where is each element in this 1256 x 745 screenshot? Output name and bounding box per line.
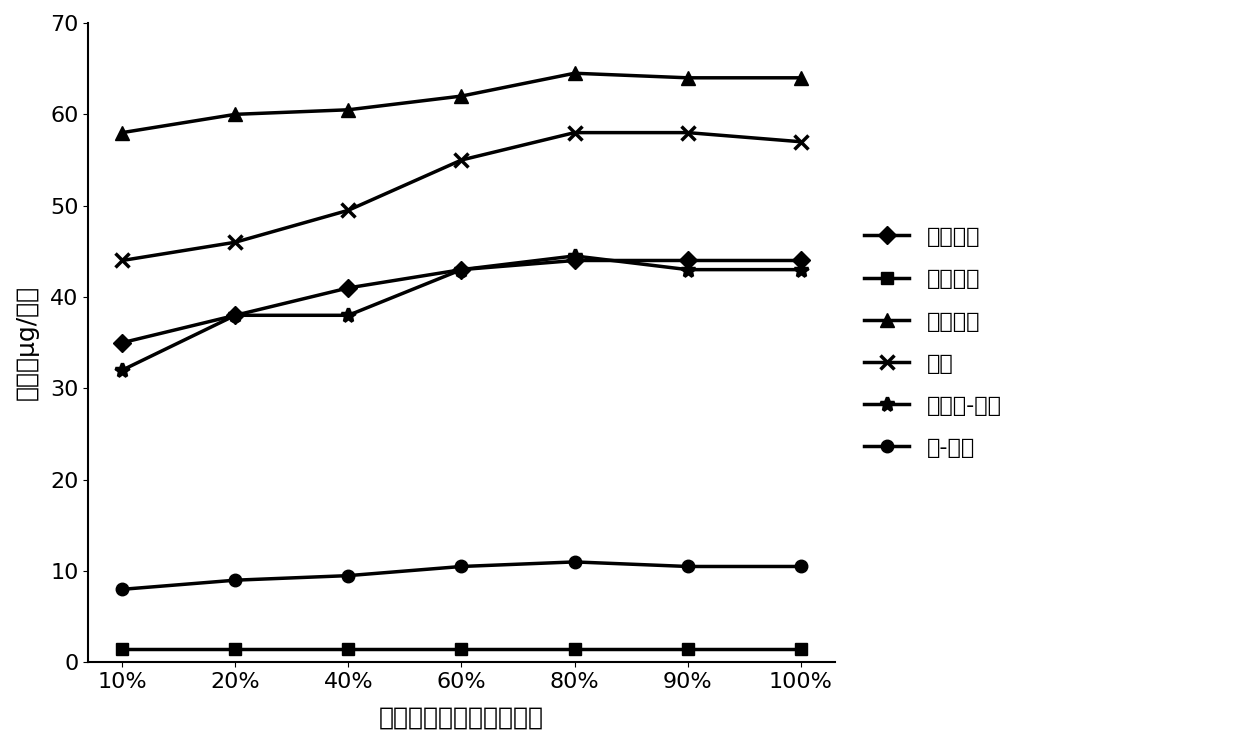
间苯二酚 — [114, 644, 129, 653]
邻-甲酚 — [794, 562, 809, 571]
对苯二酚 — [114, 338, 129, 347]
苯酚 — [679, 128, 695, 137]
邻-甲酚 — [679, 562, 695, 571]
间、对-甲酚 — [566, 252, 582, 261]
间、对-甲酚 — [794, 265, 809, 274]
间苯二酚 — [340, 644, 355, 653]
邻苯二酚 — [340, 105, 355, 114]
间苯二酚 — [227, 644, 242, 653]
苯酚 — [114, 256, 129, 265]
Legend: 对苯二酚, 间苯二酚, 邻苯二酚, 苯酚, 间、对-甲酚, 邻-甲酚: 对苯二酚, 间苯二酚, 邻苯二酚, 苯酚, 间、对-甲酚, 邻-甲酚 — [853, 216, 1012, 469]
间苯二酚 — [794, 644, 809, 653]
对苯二酚 — [453, 265, 468, 274]
对苯二酚 — [566, 256, 582, 265]
间、对-甲酚 — [227, 311, 242, 320]
苯酚 — [453, 156, 468, 165]
邻苯二酚 — [794, 73, 809, 82]
间、对-甲酚 — [453, 265, 468, 274]
邻-甲酚 — [340, 571, 355, 580]
间苯二酚 — [453, 644, 468, 653]
间、对-甲酚 — [679, 265, 695, 274]
邻苯二酚 — [566, 69, 582, 77]
Line: 邻苯二酚: 邻苯二酚 — [116, 66, 808, 139]
苯酚 — [566, 128, 582, 137]
对苯二酚 — [340, 283, 355, 292]
邻苯二酚 — [114, 128, 129, 137]
邻-甲酚 — [114, 585, 129, 594]
苯酚 — [227, 238, 242, 247]
X-axis label: 萌取液中甲醇的含量比例: 萌取液中甲醇的含量比例 — [379, 706, 544, 730]
间苯二酚 — [679, 644, 695, 653]
Line: 苯酚: 苯酚 — [116, 126, 808, 267]
邻苯二酚 — [453, 92, 468, 101]
邻-甲酚 — [453, 562, 468, 571]
对苯二酚 — [227, 311, 242, 320]
Line: 对苯二酚: 对苯二酚 — [116, 254, 806, 349]
邻苯二酚 — [227, 110, 242, 118]
Line: 间苯二酚: 间苯二酚 — [116, 642, 806, 655]
间苯二酚 — [566, 644, 582, 653]
对苯二酚 — [679, 256, 695, 265]
邻-甲酚 — [227, 576, 242, 585]
邻-甲酚 — [566, 557, 582, 566]
间、对-甲酚 — [114, 366, 129, 375]
苯酚 — [794, 137, 809, 146]
Line: 间、对-甲酚: 间、对-甲酚 — [116, 249, 808, 377]
Y-axis label: 含量（μg/支）: 含量（μg/支） — [15, 285, 39, 400]
苯酚 — [340, 206, 355, 215]
Line: 邻-甲酚: 邻-甲酚 — [116, 556, 806, 595]
对苯二酚 — [794, 256, 809, 265]
邻苯二酚 — [679, 73, 695, 82]
间、对-甲酚 — [340, 311, 355, 320]
